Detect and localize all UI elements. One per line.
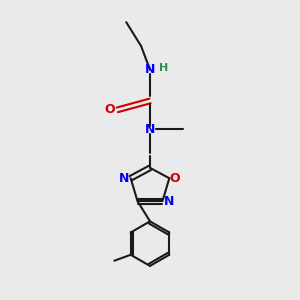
Text: N: N: [145, 123, 155, 136]
Text: H: H: [159, 63, 168, 73]
Text: O: O: [169, 172, 180, 185]
Text: N: N: [145, 63, 155, 76]
Text: O: O: [105, 103, 115, 116]
Text: N: N: [164, 195, 174, 208]
Text: N: N: [119, 172, 129, 185]
